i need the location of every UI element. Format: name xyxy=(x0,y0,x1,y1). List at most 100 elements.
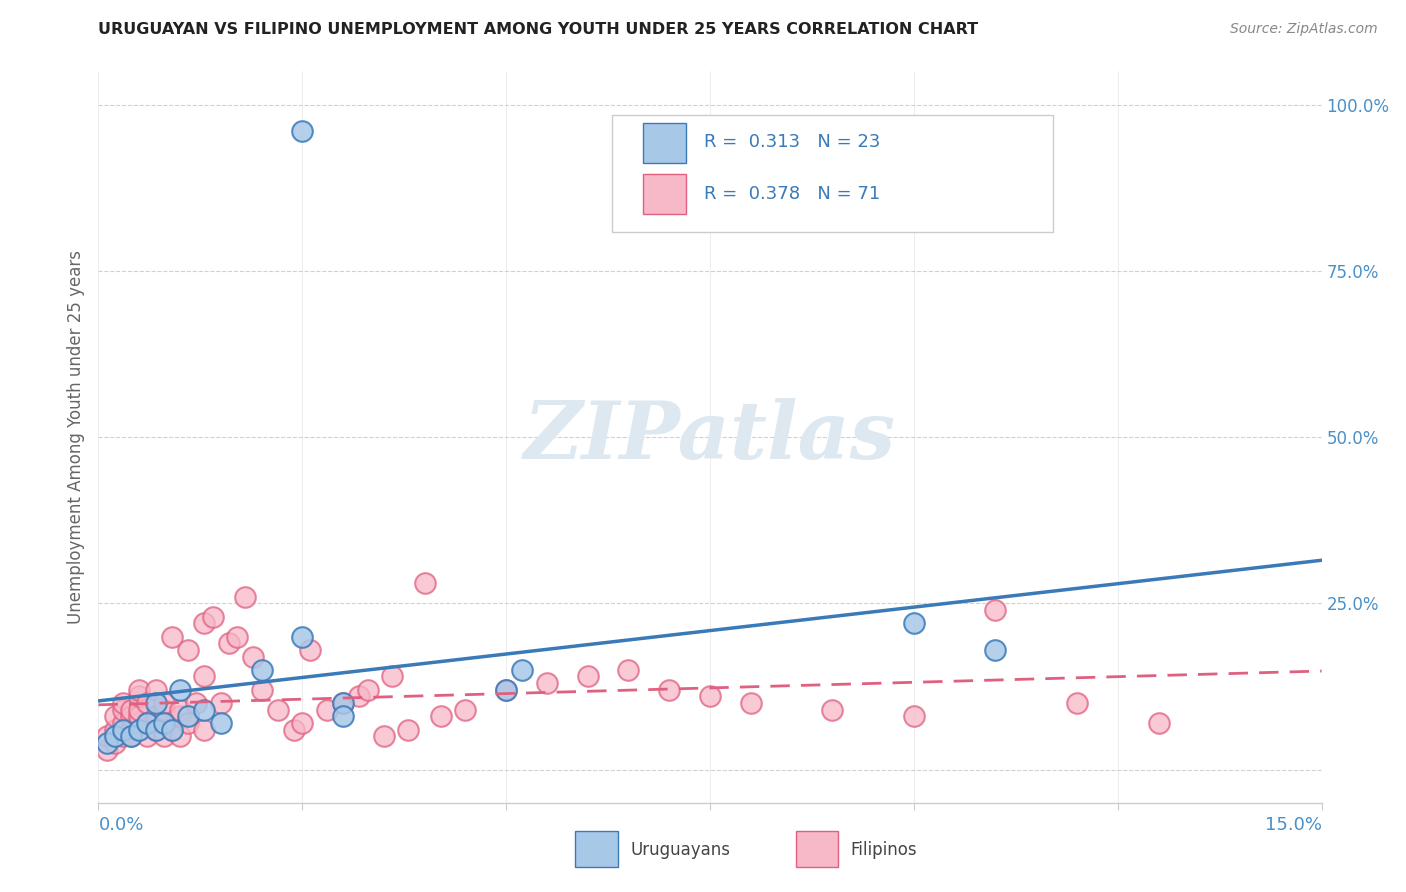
Point xyxy=(111,703,134,717)
Point xyxy=(233,590,256,604)
Point xyxy=(104,709,127,723)
Point xyxy=(373,729,395,743)
Point xyxy=(740,696,762,710)
Point xyxy=(699,690,721,704)
Point xyxy=(152,703,174,717)
Point xyxy=(1147,716,1170,731)
Point xyxy=(1066,696,1088,710)
Point xyxy=(160,630,183,644)
Point xyxy=(111,696,134,710)
Point xyxy=(356,682,378,697)
Point xyxy=(104,729,127,743)
Point xyxy=(984,603,1007,617)
Point xyxy=(201,609,224,624)
Point xyxy=(512,663,534,677)
Point xyxy=(315,703,337,717)
Point xyxy=(120,703,142,717)
Point xyxy=(104,736,127,750)
Point xyxy=(250,682,273,697)
Point xyxy=(152,716,174,731)
Point xyxy=(495,682,517,697)
Point xyxy=(267,703,290,717)
Point xyxy=(128,682,150,697)
Point xyxy=(145,723,167,737)
Point xyxy=(177,643,200,657)
Point xyxy=(136,716,159,731)
Point xyxy=(96,736,118,750)
Point xyxy=(495,682,517,697)
Point xyxy=(152,729,174,743)
Point xyxy=(413,576,436,591)
Point xyxy=(128,716,150,731)
Point xyxy=(576,669,599,683)
Point xyxy=(250,663,273,677)
Point xyxy=(128,723,150,737)
Point xyxy=(332,709,354,723)
Point xyxy=(332,696,354,710)
Point xyxy=(617,663,640,677)
Point xyxy=(120,729,142,743)
Point xyxy=(169,703,191,717)
Point xyxy=(120,709,142,723)
Point xyxy=(193,616,215,631)
Text: 0.0%: 0.0% xyxy=(98,816,143,834)
FancyBboxPatch shape xyxy=(612,115,1053,232)
Point xyxy=(193,669,215,683)
Text: R =  0.378   N = 71: R = 0.378 N = 71 xyxy=(704,185,880,202)
Point xyxy=(128,690,150,704)
Point xyxy=(903,616,925,631)
Point xyxy=(454,703,477,717)
Bar xyxy=(643,122,686,162)
Point xyxy=(111,729,134,743)
Text: Filipinos: Filipinos xyxy=(851,841,917,859)
Point xyxy=(145,723,167,737)
Point xyxy=(120,729,142,743)
Point xyxy=(226,630,249,644)
Point xyxy=(104,723,127,737)
Text: 15.0%: 15.0% xyxy=(1264,816,1322,834)
Point xyxy=(169,709,191,723)
Point xyxy=(430,709,453,723)
Point xyxy=(381,669,404,683)
Point xyxy=(136,696,159,710)
Point xyxy=(177,716,200,731)
Bar xyxy=(643,174,686,214)
Point xyxy=(120,723,142,737)
Point xyxy=(291,124,314,138)
Point xyxy=(209,696,232,710)
Point xyxy=(396,723,419,737)
Point xyxy=(283,723,305,737)
Text: Source: ZipAtlas.com: Source: ZipAtlas.com xyxy=(1230,22,1378,37)
Point xyxy=(209,716,232,731)
Point xyxy=(186,696,208,710)
Point xyxy=(145,709,167,723)
Point xyxy=(299,643,322,657)
Point xyxy=(160,723,183,737)
Point xyxy=(193,723,215,737)
Text: URUGUAYAN VS FILIPINO UNEMPLOYMENT AMONG YOUTH UNDER 25 YEARS CORRELATION CHART: URUGUAYAN VS FILIPINO UNEMPLOYMENT AMONG… xyxy=(98,22,979,37)
Point xyxy=(218,636,240,650)
Point xyxy=(984,643,1007,657)
Bar xyxy=(575,830,619,867)
Point xyxy=(536,676,558,690)
Point xyxy=(821,703,844,717)
Point xyxy=(903,709,925,723)
Point xyxy=(177,709,200,723)
Text: Uruguayans: Uruguayans xyxy=(630,841,731,859)
Point xyxy=(145,696,167,710)
Point xyxy=(242,649,264,664)
Point xyxy=(152,696,174,710)
Point xyxy=(96,729,118,743)
Point xyxy=(291,716,314,731)
Point xyxy=(128,709,150,723)
Y-axis label: Unemployment Among Youth under 25 years: Unemployment Among Youth under 25 years xyxy=(66,250,84,624)
Point xyxy=(349,690,371,704)
Point xyxy=(136,729,159,743)
Point xyxy=(332,696,354,710)
Point xyxy=(136,716,159,731)
Point xyxy=(160,723,183,737)
Point xyxy=(291,630,314,644)
Text: R =  0.313   N = 23: R = 0.313 N = 23 xyxy=(704,133,880,152)
Point xyxy=(169,682,191,697)
Point xyxy=(111,716,134,731)
